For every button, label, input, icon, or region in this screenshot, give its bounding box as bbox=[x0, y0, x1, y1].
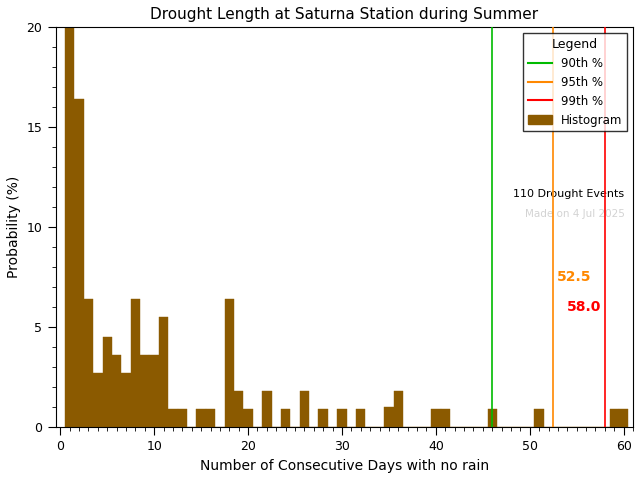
Bar bbox=[431, 409, 440, 427]
Bar bbox=[196, 409, 206, 427]
Bar bbox=[159, 317, 168, 427]
Bar bbox=[74, 99, 84, 427]
Bar bbox=[356, 409, 365, 427]
Bar bbox=[65, 27, 74, 427]
Legend: 90th %, 95th %, 99th %, Histogram: 90th %, 95th %, 99th %, Histogram bbox=[524, 33, 627, 131]
Bar bbox=[234, 391, 243, 427]
Text: 58.0: 58.0 bbox=[567, 300, 601, 314]
Text: 52.5: 52.5 bbox=[557, 270, 591, 284]
Bar bbox=[112, 355, 122, 427]
Bar bbox=[93, 373, 102, 427]
Bar bbox=[384, 408, 394, 427]
Bar bbox=[319, 409, 328, 427]
Bar bbox=[102, 337, 112, 427]
Bar bbox=[262, 391, 271, 427]
Bar bbox=[178, 409, 187, 427]
Bar bbox=[243, 409, 253, 427]
Bar bbox=[534, 409, 544, 427]
Title: Drought Length at Saturna Station during Summer: Drought Length at Saturna Station during… bbox=[150, 7, 538, 22]
Bar bbox=[140, 355, 150, 427]
Bar bbox=[84, 300, 93, 427]
Bar bbox=[225, 300, 234, 427]
Bar bbox=[281, 409, 291, 427]
Text: Made on 4 Jul 2025: Made on 4 Jul 2025 bbox=[525, 209, 625, 219]
Bar bbox=[122, 373, 131, 427]
Text: 110 Drought Events: 110 Drought Events bbox=[513, 189, 625, 199]
Bar bbox=[131, 300, 140, 427]
Y-axis label: Probability (%): Probability (%) bbox=[7, 176, 21, 278]
Bar bbox=[150, 355, 159, 427]
Bar bbox=[619, 409, 628, 427]
Bar bbox=[337, 409, 347, 427]
Bar bbox=[488, 409, 497, 427]
Bar bbox=[168, 409, 178, 427]
Bar bbox=[206, 409, 215, 427]
Bar bbox=[609, 409, 619, 427]
Bar bbox=[300, 391, 309, 427]
X-axis label: Number of Consecutive Days with no rain: Number of Consecutive Days with no rain bbox=[200, 459, 489, 473]
Bar bbox=[394, 391, 403, 427]
Bar bbox=[440, 409, 450, 427]
